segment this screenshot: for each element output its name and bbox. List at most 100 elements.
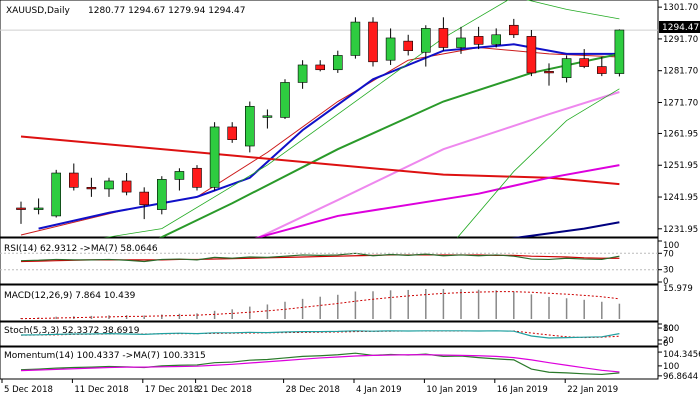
tick-label: 80 xyxy=(663,324,674,334)
candle xyxy=(561,55,572,83)
candle-body xyxy=(86,187,97,190)
candle-body xyxy=(420,28,431,53)
candle xyxy=(508,18,519,38)
macd-histogram xyxy=(20,288,621,320)
candle-body xyxy=(280,82,290,118)
candle xyxy=(350,17,361,59)
momentum-ma-line xyxy=(20,354,620,373)
tick-label: 30 xyxy=(663,266,674,276)
candle xyxy=(157,176,167,215)
momentum-panel xyxy=(0,346,659,380)
candle xyxy=(69,163,79,191)
rsi-label: RSI(14) 62.9312 ->MA(7) 58.0646 xyxy=(4,244,158,254)
candle-body xyxy=(508,24,519,36)
x-tick-label: 11 Dec 2018 xyxy=(74,385,128,395)
candle xyxy=(209,122,220,191)
stoch-label: Stoch(5,3,3) 52.3372 38.6919 xyxy=(4,326,140,336)
candle-body xyxy=(438,28,449,48)
candle xyxy=(104,177,114,197)
candle-body xyxy=(16,207,26,210)
candle-body xyxy=(491,34,502,45)
y-tick-label: 1271.70 xyxy=(663,98,698,108)
candle xyxy=(297,60,308,89)
candle xyxy=(280,79,290,119)
candle xyxy=(614,29,625,77)
candle-body xyxy=(227,126,237,140)
x-tick-label: 22 Jan 2019 xyxy=(567,385,618,395)
tick-label: 0 xyxy=(663,277,668,287)
candle xyxy=(579,49,590,69)
candle-body xyxy=(174,171,185,180)
candle xyxy=(544,63,554,86)
ma_blue-line xyxy=(38,43,620,230)
candle-body xyxy=(69,172,79,188)
candle-body xyxy=(473,36,484,45)
momentum-label: Momentum(14) 100.4337 ->MA(7) 100.3315 xyxy=(4,351,206,361)
candle xyxy=(51,169,62,218)
tick-label: 96.8644 xyxy=(663,372,698,382)
candle-body xyxy=(245,105,255,147)
y-tick-label: 1281.70 xyxy=(663,67,698,77)
y-tick-label: 1231.95 xyxy=(663,225,698,235)
candle-body xyxy=(51,172,62,217)
tick-label: 100 xyxy=(663,241,679,251)
candle xyxy=(262,109,273,129)
tick-label: 20 xyxy=(663,336,674,346)
candle-body xyxy=(544,71,554,74)
candle xyxy=(596,57,607,77)
candle xyxy=(227,122,237,143)
candle-body xyxy=(596,66,607,74)
candle-body xyxy=(33,207,44,210)
candle xyxy=(245,101,255,153)
tick-label: 100 xyxy=(663,362,679,372)
candle-body xyxy=(456,37,466,48)
tick-label: 104.3456 xyxy=(663,350,700,360)
price-axis: 1301.70 1291.70 1281.70 1271.70 1261.95 1251.… xyxy=(658,3,698,235)
candle-body xyxy=(121,180,132,193)
rsi-line xyxy=(20,252,620,263)
candle-body xyxy=(262,115,273,118)
candle xyxy=(16,201,26,224)
candle xyxy=(526,30,537,77)
tick-label: 15.979 xyxy=(663,284,693,294)
symbol-label: XAUUSD,Daily xyxy=(6,6,70,16)
momentum-lines xyxy=(20,352,620,376)
candle-body xyxy=(403,40,414,51)
candle-body xyxy=(297,64,308,83)
candle xyxy=(174,168,185,191)
candle-body xyxy=(209,126,220,188)
candle-body xyxy=(385,37,396,61)
last-price-tag: 1294.47 xyxy=(659,21,700,33)
rsi-panel xyxy=(0,237,659,285)
candle xyxy=(438,17,449,51)
x-tick-label: 16 Jan 2019 xyxy=(497,385,548,395)
candle xyxy=(192,165,202,191)
candle-body xyxy=(315,64,326,71)
candle-body xyxy=(614,29,625,74)
candle-body xyxy=(561,58,572,78)
candle xyxy=(420,25,431,67)
candle xyxy=(33,198,44,215)
svg-text:1294.47: 1294.47 xyxy=(662,23,699,33)
x-tick-label: 10 Jan 2019 xyxy=(426,385,477,395)
y-tick-label: 1251.95 xyxy=(663,161,698,171)
y-tick-label: 1241.95 xyxy=(663,193,698,203)
candle-body xyxy=(157,179,167,210)
candle-body xyxy=(579,58,590,67)
candle xyxy=(121,173,132,196)
macd-label: MACD(12,26,9) 7.864 10.439 xyxy=(4,291,136,301)
candle-body xyxy=(139,191,149,206)
candle xyxy=(368,17,378,67)
candle-body xyxy=(350,21,361,56)
rsi-lines xyxy=(0,252,658,271)
y-tick-label: 1261.95 xyxy=(663,129,698,139)
tick-label: 0 xyxy=(663,339,668,349)
tick-label: 70 xyxy=(663,249,674,259)
y-tick-label: 1301.70 xyxy=(663,3,698,13)
candle xyxy=(86,177,97,197)
candles[interactable] xyxy=(16,17,625,224)
candle xyxy=(403,34,414,56)
candle xyxy=(385,28,396,65)
